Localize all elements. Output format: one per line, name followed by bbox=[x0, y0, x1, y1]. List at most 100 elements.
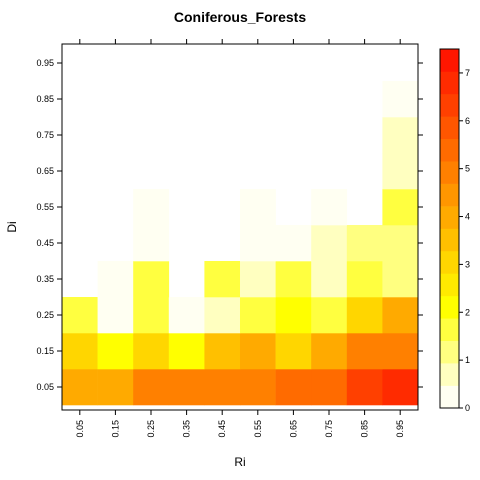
x-tick-label: 0.65 bbox=[288, 420, 298, 438]
heatmap-cell bbox=[346, 261, 383, 298]
colorbar-segment bbox=[440, 138, 459, 162]
heatmap-cell bbox=[204, 261, 241, 298]
x-tick-label: 0.75 bbox=[324, 420, 334, 438]
colorbar-segment bbox=[440, 363, 459, 386]
x-tick-label: 0.25 bbox=[146, 420, 156, 438]
heatmap-cell bbox=[168, 333, 205, 370]
x-tick-label: 0.35 bbox=[182, 420, 192, 438]
colorbar-segment bbox=[440, 49, 459, 72]
colorbar-tick-label: 1 bbox=[465, 355, 470, 365]
x-tick-label: 0.45 bbox=[217, 420, 227, 438]
heatmap-cell bbox=[382, 261, 419, 298]
colorbar-tick-label: 4 bbox=[465, 212, 470, 222]
heatmap-cell bbox=[311, 261, 348, 298]
heatmap-cell bbox=[275, 261, 312, 298]
x-tick-label: 0.85 bbox=[360, 420, 370, 438]
y-tick-label: 0.55 bbox=[36, 202, 54, 212]
heatmap-cell bbox=[204, 333, 241, 370]
heatmap-cell bbox=[240, 189, 276, 226]
heatmap-cell bbox=[311, 225, 348, 262]
colorbar-segment bbox=[440, 71, 459, 95]
heatmap-cell bbox=[62, 333, 98, 370]
colorbar-tick-label: 7 bbox=[465, 68, 470, 78]
y-axis-label: Di bbox=[5, 221, 19, 232]
heatmap-cell bbox=[97, 333, 134, 370]
x-tick-label: 0.95 bbox=[395, 420, 405, 438]
heatmap-cell bbox=[204, 369, 241, 406]
colorbar-tick-label: 0 bbox=[465, 403, 470, 413]
y-tick-label: 0.25 bbox=[36, 310, 54, 320]
colorbar-segment bbox=[440, 183, 459, 207]
x-axis-ticks: 0.05 0.15 0.25 0.35 0.45 0.55 0.65 0.75 0.85 0.95 bbox=[75, 39, 405, 438]
colorbar-segment bbox=[440, 318, 459, 341]
heatmap-cells bbox=[62, 81, 419, 406]
y-tick-label: 0.95 bbox=[36, 58, 54, 68]
heatmap-cell bbox=[133, 225, 170, 262]
x-tick-label: 0.55 bbox=[253, 420, 263, 438]
heatmap-cell bbox=[346, 333, 383, 370]
heatmap-cell bbox=[382, 225, 419, 262]
colorbar-segment bbox=[440, 295, 459, 319]
heatmap-cell bbox=[62, 369, 98, 406]
y-tick-label: 0.35 bbox=[36, 274, 54, 284]
heatmap-cell bbox=[275, 333, 312, 370]
y-tick-label: 0.85 bbox=[36, 94, 54, 104]
heatmap-cell bbox=[311, 297, 348, 334]
heatmap-cell bbox=[382, 369, 419, 406]
y-tick-label: 0.75 bbox=[36, 130, 54, 140]
colorbar-segment bbox=[440, 250, 459, 274]
heatmap-cell bbox=[62, 297, 98, 334]
colorbar-segment bbox=[440, 206, 459, 229]
heatmap-cell bbox=[133, 261, 170, 298]
heatmap-cell bbox=[275, 297, 312, 334]
colorbar-segment bbox=[440, 340, 459, 364]
heatmap-cell bbox=[133, 333, 170, 370]
heatmap-cell bbox=[382, 117, 419, 154]
heatmap-cell bbox=[346, 297, 383, 334]
heatmap-cell bbox=[240, 333, 276, 370]
heatmap-cell bbox=[240, 261, 276, 298]
colorbar-tick-label: 3 bbox=[465, 259, 470, 269]
heatmap-cell bbox=[311, 333, 348, 370]
heatmap-cell bbox=[168, 369, 205, 406]
heatmap-cell bbox=[97, 369, 134, 406]
heatmap-cell bbox=[382, 189, 419, 226]
y-tick-label: 0.05 bbox=[36, 382, 54, 392]
heatmap-cell bbox=[97, 297, 134, 334]
x-tick-label: 0.15 bbox=[110, 420, 120, 438]
colorbar-segment bbox=[440, 385, 459, 409]
colorbar-segment bbox=[440, 116, 459, 140]
x-tick-label: 0.05 bbox=[75, 420, 85, 438]
heatmap-cell bbox=[240, 225, 276, 262]
colorbar: 0 1 2 3 4 5 6 7 bbox=[439, 48, 470, 413]
x-axis-label: Ri bbox=[234, 455, 245, 469]
heatmap-cell bbox=[275, 225, 312, 262]
heatmap-cell bbox=[311, 369, 348, 406]
colorbar-tick-label: 2 bbox=[465, 307, 470, 317]
heatmap-cell bbox=[346, 225, 383, 262]
heatmap-cell bbox=[168, 297, 205, 334]
colorbar-segment bbox=[440, 273, 459, 297]
y-tick-label: 0.15 bbox=[36, 346, 54, 356]
heatmap-cell bbox=[133, 369, 170, 406]
plot-frame bbox=[61, 43, 419, 411]
y-tick-label: 0.65 bbox=[36, 166, 54, 176]
heatmap-cell bbox=[204, 297, 241, 334]
heatmap-cell bbox=[240, 369, 276, 406]
heatmap-cell bbox=[382, 81, 419, 118]
y-tick-label: 0.45 bbox=[36, 238, 54, 248]
colorbar-segment bbox=[440, 228, 459, 252]
y-axis-ticks: 0.05 0.15 0.25 0.35 0.45 0.55 0.65 0.75 0.85 0.95 bbox=[36, 58, 423, 392]
heatmap-cell bbox=[133, 189, 170, 226]
heatmap-cell bbox=[311, 189, 348, 226]
heatmap-cell bbox=[346, 369, 383, 406]
chart-title: Coniferous_Forests bbox=[174, 9, 306, 25]
heatmap-cell bbox=[97, 261, 134, 298]
colorbar-segment bbox=[440, 93, 459, 117]
heatmap-cell bbox=[382, 153, 419, 190]
heatmap-cell bbox=[240, 297, 276, 334]
colorbar-tick-label: 5 bbox=[465, 164, 470, 174]
heatmap-cell bbox=[133, 297, 170, 334]
colorbar-tick-label: 6 bbox=[465, 116, 470, 126]
